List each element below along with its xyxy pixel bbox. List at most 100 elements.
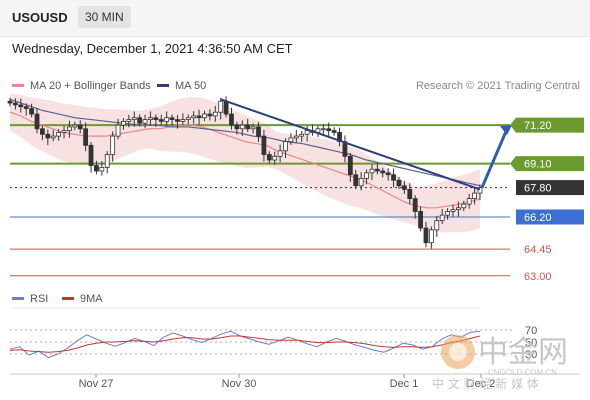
candle-body xyxy=(347,155,353,176)
candle-body xyxy=(283,141,288,152)
legend-item-9ma: 9MA xyxy=(62,293,103,305)
candle-body xyxy=(272,155,278,161)
candle-body xyxy=(472,192,477,200)
candle-body xyxy=(126,119,132,122)
candle-body xyxy=(439,214,445,222)
level-box-1 xyxy=(510,156,584,172)
rsi-series-1 xyxy=(9,335,481,353)
rsi-tick-2: 30 xyxy=(525,349,537,361)
watermark-sub: CNGOLD.COM.CN xyxy=(488,368,557,377)
candle-body xyxy=(245,124,251,130)
chart-header: USOUSD 30 MIN xyxy=(0,0,590,37)
legend-item-rsi: RSI xyxy=(12,293,48,305)
candle-body xyxy=(77,124,83,130)
candle-body xyxy=(380,170,386,174)
level-label-1: 69.10 xyxy=(524,159,552,171)
watermark-main: 中金网 xyxy=(478,335,568,370)
candle-body xyxy=(331,130,337,133)
legend-label-bollinger: MA 20 + Bollinger Bands xyxy=(30,80,151,92)
candle-body xyxy=(34,113,40,130)
candle-body xyxy=(239,124,245,130)
candle-body xyxy=(223,100,229,115)
rsi-series-0 xyxy=(9,330,481,359)
candle-body xyxy=(428,229,434,244)
rsi-tick-1: 50 xyxy=(525,337,537,349)
watermark-logo: 中金网 CNGOLD.COM.CN 中 文 财 经 新 媒 体 xyxy=(432,335,568,391)
candle-body xyxy=(261,135,267,155)
level-label-3: 66.20 xyxy=(524,212,552,224)
candle-body xyxy=(110,135,116,155)
rsi-tick-0: 70 xyxy=(525,325,537,337)
level-label-2: 67.80 xyxy=(524,183,552,195)
candle-body xyxy=(364,172,369,179)
candle-body xyxy=(353,174,359,187)
candle-body xyxy=(434,220,440,231)
ma20-line xyxy=(9,111,481,209)
candle-body xyxy=(326,128,332,131)
candle-body xyxy=(164,117,170,122)
candle-body xyxy=(72,124,78,128)
candle-body xyxy=(385,172,391,176)
candle-body xyxy=(207,113,213,117)
projection-arrow-line xyxy=(480,128,509,189)
candle-body xyxy=(29,108,35,115)
level-label-4: 64.45 xyxy=(524,244,552,256)
candle-body xyxy=(45,133,51,139)
candle-body xyxy=(250,126,256,130)
candle-body xyxy=(83,128,89,146)
candle-body xyxy=(13,102,18,106)
legend-label-rsi: RSI xyxy=(30,293,49,305)
candle-body xyxy=(288,137,294,143)
chart-datetime: Wednesday, December 1, 2021 4:36:50 AM C… xyxy=(12,41,293,56)
candle-body xyxy=(185,117,191,120)
copyright-text: Research © 2021 Trading Central xyxy=(415,80,580,92)
candle-body xyxy=(18,104,24,108)
candle-body xyxy=(212,111,218,117)
symbol-label: USOUSD xyxy=(12,10,68,25)
candle-body xyxy=(50,135,56,139)
candle-body xyxy=(175,119,180,122)
candle-body xyxy=(40,128,45,135)
candle-body xyxy=(191,115,197,119)
x-tick-label-1: Nov 30 xyxy=(222,378,257,390)
candle-body xyxy=(202,113,207,119)
candle-body xyxy=(293,135,299,139)
candle-body xyxy=(369,168,375,174)
trendline xyxy=(220,98,481,191)
candle-body xyxy=(412,198,418,212)
candle-body xyxy=(196,115,202,119)
candle-body xyxy=(61,130,67,133)
candle-body xyxy=(88,144,94,166)
candle-body xyxy=(180,119,186,122)
candle-body xyxy=(374,168,380,172)
candle-body xyxy=(299,133,305,137)
candle-body xyxy=(396,179,402,187)
timeframe-button[interactable]: 30 MIN xyxy=(78,6,131,28)
legend-label-ma50: MA 50 xyxy=(175,80,207,92)
candle-body xyxy=(56,132,62,137)
x-tick-label-2: Dec 1 xyxy=(390,378,419,390)
candle-body xyxy=(94,165,99,172)
legend-swatch-ma50 xyxy=(157,83,169,87)
candle-body xyxy=(7,100,13,104)
candle-body xyxy=(461,203,467,209)
candle-body xyxy=(320,128,326,131)
level-box-3 xyxy=(516,209,584,225)
candle-body xyxy=(121,121,126,126)
legend-swatch-rsi xyxy=(12,296,24,300)
level-box-0 xyxy=(510,117,584,133)
candle-body xyxy=(67,126,72,132)
watermark-emblem-inner xyxy=(449,343,467,361)
candle-body xyxy=(277,150,283,157)
candle-body xyxy=(418,211,423,229)
candle-body xyxy=(445,211,450,216)
candle-body xyxy=(358,177,364,187)
candle-body xyxy=(169,117,175,120)
level-label-0: 71.20 xyxy=(524,120,552,132)
candle-body xyxy=(477,187,483,194)
level-box-2 xyxy=(516,180,584,196)
candle-body xyxy=(401,185,407,190)
candle-body xyxy=(391,174,396,181)
candle-body xyxy=(158,119,164,122)
